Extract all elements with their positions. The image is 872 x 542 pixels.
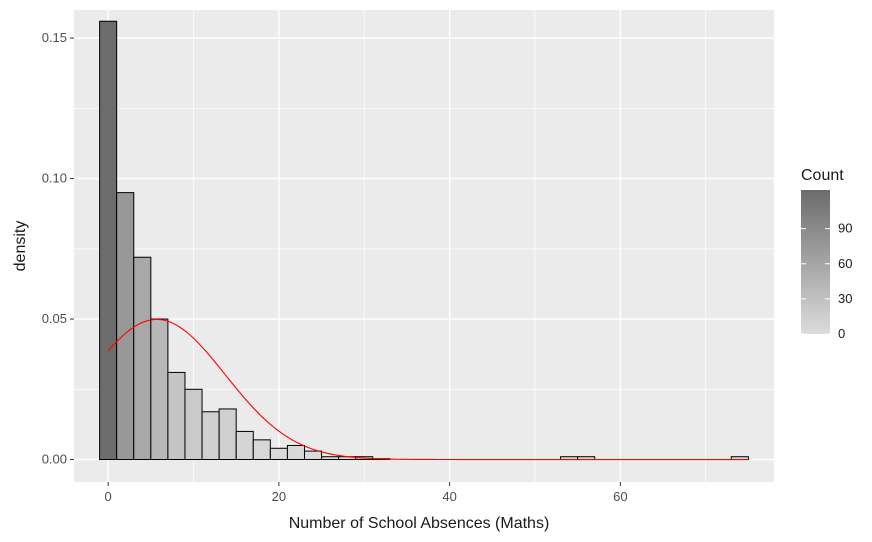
- legend-tick-label: 30: [838, 291, 852, 306]
- histogram-bar: [235, 430, 254, 461]
- histogram-bar: [133, 256, 152, 461]
- x-axis: 0 20 40 60: [105, 482, 628, 504]
- histogram-bar: [303, 450, 323, 461]
- legend-ticks: 90 60 30 0: [801, 221, 852, 341]
- y-axis-title: density: [12, 221, 29, 272]
- histogram-bar: [286, 444, 305, 461]
- legend-tick-label: 60: [838, 256, 852, 271]
- legend-tick-label: 0: [838, 326, 845, 341]
- histogram-bar: [252, 439, 271, 461]
- y-tick-label: 0.15: [42, 30, 67, 45]
- density-curve: [107, 318, 749, 461]
- histogram-bars: [99, 20, 749, 461]
- y-axis: 0.00 0.05 0.10 0.15: [42, 30, 74, 467]
- x-tick-label: 0: [105, 489, 112, 504]
- x-tick-label: 60: [613, 489, 627, 504]
- histogram-bar: [99, 20, 118, 461]
- histogram-bar: [116, 192, 135, 461]
- x-tick-label: 20: [272, 489, 286, 504]
- x-tick-label: 40: [442, 489, 456, 504]
- histogram-bar: [218, 408, 237, 461]
- legend-title: Count: [801, 167, 844, 184]
- histogram-bar: [269, 447, 288, 461]
- histogram-bar: [184, 388, 203, 461]
- x-axis-title: Number of School Absences (Maths): [289, 515, 550, 532]
- y-tick-label: 0.00: [42, 452, 67, 467]
- y-tick-label: 0.05: [42, 311, 67, 326]
- legend: Count 90 60 30 0: [801, 167, 852, 341]
- grid-minor: [74, 10, 774, 482]
- legend-tick-label: 90: [838, 221, 852, 236]
- histogram-bar: [321, 456, 340, 461]
- histogram-bar: [150, 318, 169, 461]
- histogram-bar: [167, 371, 186, 461]
- histogram-bar: [201, 411, 220, 461]
- legend-colorbar: [801, 190, 830, 334]
- y-tick-label: 0.10: [42, 171, 67, 186]
